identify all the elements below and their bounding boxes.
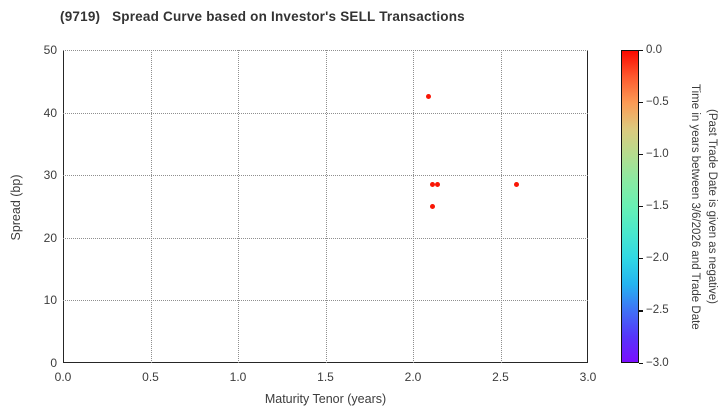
colorbar-tick-label: 0.0 (646, 43, 662, 56)
x-axis-label: Maturity Tenor (years) (264, 392, 387, 406)
y-tick-label: 30 (43, 168, 57, 183)
data-point (426, 94, 432, 100)
colorbar-tick-label: −1.0 (646, 147, 669, 160)
colorbar-tick-mark (639, 258, 643, 260)
colorbar-tick-mark (639, 362, 643, 364)
colorbar-tick-label: −2.5 (646, 304, 669, 317)
data-point (513, 182, 519, 188)
x-tick-label: 1.5 (317, 370, 334, 384)
data-point (435, 182, 440, 188)
colorbar-tick-mark (639, 153, 643, 156)
vertical-gridline (500, 50, 502, 363)
colorbar-label-line2: (Past Trade Date is given as negative) (706, 109, 718, 304)
vertical-gridline (150, 50, 152, 363)
colorbar-axis-label: Time in years between 3/6/2026 and Trade… (686, 50, 720, 363)
colorbar-tick-label: −3.0 (646, 356, 669, 369)
x-tick-label: 3.0 (579, 370, 597, 384)
y-tick-label: 20 (43, 230, 57, 245)
colorbar-tick-label: −2.0 (646, 252, 669, 265)
y-axis-label: Spread (bp) (9, 174, 23, 241)
y-tick-label: 0 (50, 356, 57, 370)
x-tick-label: 2.0 (404, 370, 422, 384)
colorbar-tick-label: −1.5 (646, 200, 669, 212)
colorbar-gradient (621, 50, 639, 363)
colorbar-tick-mark (639, 206, 643, 208)
x-tick-label: 1.0 (229, 370, 247, 384)
y-tick-label: 10 (43, 293, 57, 308)
x-tick-label: 0.5 (142, 370, 159, 384)
chart-title: (9719) Spread Curve based on Investor's … (60, 9, 465, 24)
colorbar-tick-mark (639, 101, 643, 103)
data-point (429, 182, 435, 188)
y-tick-label: 50 (43, 43, 57, 57)
x-tick-label: 0.0 (54, 370, 72, 384)
data-point (429, 204, 435, 209)
vertical-gridline (238, 50, 239, 363)
vertical-gridline (413, 50, 414, 363)
x-tick-label: 2.5 (492, 370, 509, 384)
y-tick-label: 40 (43, 105, 57, 120)
colorbar-tick-mark (639, 49, 643, 51)
colorbar-tick-mark (639, 310, 643, 312)
colorbar-tick-label: −0.5 (646, 95, 669, 108)
colorbar-label-line1: Time in years between 3/6/2026 and Trade… (689, 83, 701, 330)
vertical-gridline (325, 50, 327, 363)
